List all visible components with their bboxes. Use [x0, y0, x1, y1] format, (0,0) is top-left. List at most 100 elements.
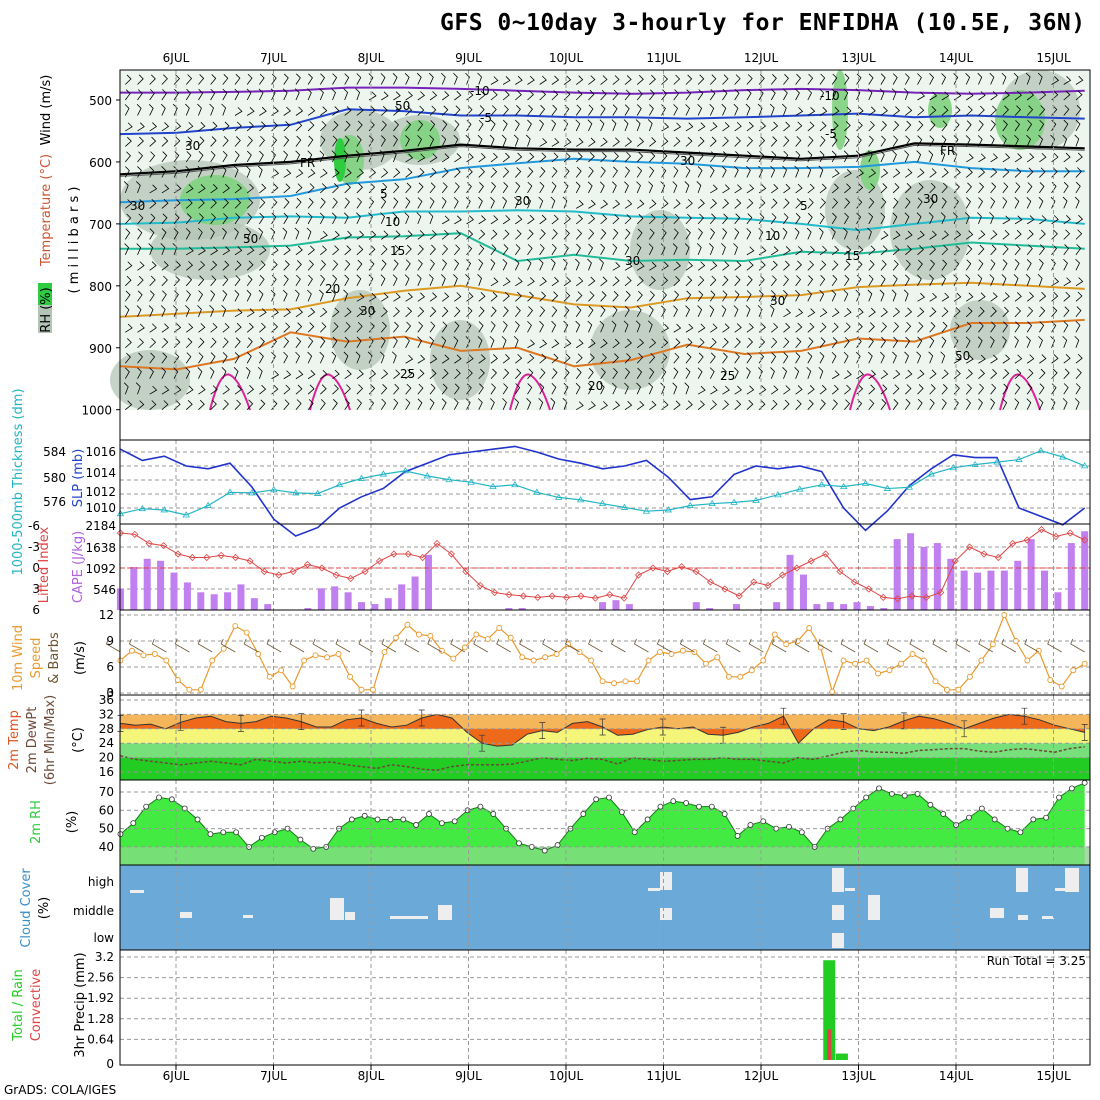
wind-barb — [880, 212, 886, 225]
wind-barb — [161, 198, 169, 209]
wind-barb — [1002, 215, 1011, 225]
temp-range-bar — [659, 718, 666, 736]
li-marker — [260, 567, 268, 576]
run-total-label: Run Total = 3.25 — [987, 954, 1086, 968]
wind-barb — [344, 274, 350, 287]
wind-barb — [892, 399, 899, 410]
wind-barb — [514, 383, 521, 395]
thickness-marker — [993, 458, 1001, 465]
wind-barb — [551, 75, 560, 85]
wind-barb — [758, 74, 765, 85]
wind-barb — [624, 400, 633, 411]
wind-barb — [990, 182, 997, 194]
wind-barb — [344, 384, 351, 395]
wind-barb — [880, 274, 886, 287]
wind-barb — [624, 290, 631, 302]
wind-barb — [880, 384, 888, 395]
cape-bar — [197, 592, 205, 610]
temp-band — [120, 700, 1090, 715]
wind-barb — [978, 197, 984, 209]
wind-barb — [185, 151, 192, 163]
wind-barb — [941, 168, 949, 178]
wind-barb — [892, 351, 897, 364]
x-tick-bottom: 8JUL — [358, 1069, 385, 1083]
wind-barb — [161, 151, 168, 163]
wind-barb — [1002, 398, 1008, 410]
x-tick-bottom: 13JUL — [841, 1069, 876, 1083]
cloud-cell — [648, 888, 660, 891]
wind-barb — [725, 638, 741, 653]
wind-barb — [661, 352, 668, 364]
wind-barb — [496, 638, 511, 653]
isotherm-label: -10 — [820, 89, 840, 103]
wind-barb — [283, 274, 289, 287]
wind-barb — [709, 367, 715, 379]
rh-marker — [1030, 816, 1037, 823]
wind-barb — [965, 120, 972, 132]
wind-barb — [819, 198, 826, 209]
wind-barb — [819, 183, 827, 194]
li-marker — [1081, 536, 1089, 544]
rh-shade — [150, 220, 270, 280]
wind-barb — [649, 276, 656, 287]
wind-barb — [380, 384, 388, 395]
wind-speed-marker — [301, 657, 308, 664]
wind-barb — [710, 385, 718, 395]
wind-barb — [234, 385, 242, 395]
wind-speed-marker — [886, 667, 893, 674]
cape-bar — [907, 533, 915, 610]
wind-barb — [539, 368, 546, 379]
wind-barb — [941, 274, 946, 287]
wind-barb — [1063, 383, 1069, 395]
wind-barb — [563, 382, 569, 395]
wind-barb — [490, 196, 495, 209]
wind-barb — [234, 150, 240, 163]
wind-barb — [600, 228, 607, 240]
wind-speed-marker — [542, 654, 549, 661]
wind-barb — [234, 260, 242, 271]
wind-barb — [454, 182, 460, 194]
wind-barb — [844, 274, 850, 287]
wind-barb — [795, 399, 802, 410]
wind-barb — [368, 230, 377, 240]
wind-barb — [502, 105, 509, 116]
cape-bar — [264, 604, 272, 610]
wind-barb — [588, 199, 596, 209]
wind-barb — [405, 321, 412, 333]
axis-label-temperature: Temperature (°C) — [39, 154, 54, 267]
li-marker — [649, 564, 657, 572]
wind-barb — [198, 213, 204, 225]
wind-barb — [490, 229, 498, 240]
rh-label: 30 — [515, 194, 530, 208]
wind-barb — [990, 259, 996, 271]
wind-barb — [417, 244, 424, 256]
wind-barb — [576, 339, 584, 349]
wind-barb — [542, 638, 557, 653]
wind-barb — [307, 245, 315, 256]
wind-barb — [600, 104, 606, 116]
wind-barb — [1050, 336, 1056, 348]
wind-barb — [1039, 368, 1046, 380]
wind-barb — [1062, 134, 1068, 147]
wind-barb — [198, 121, 206, 132]
wind-barb — [807, 337, 814, 349]
rh-marker — [387, 816, 394, 823]
wind-barb — [221, 305, 227, 317]
wind-barb — [210, 399, 217, 410]
wind-barb — [441, 354, 450, 364]
wind-barb — [600, 243, 606, 256]
wind-barb — [978, 167, 986, 178]
axis-label-pressure: ( m i l l i b a r s ) — [67, 187, 82, 294]
wind-barb — [783, 352, 789, 364]
wind-barb — [429, 182, 436, 194]
wind-barb — [1075, 244, 1082, 256]
wind-barb — [990, 197, 996, 209]
li-marker — [922, 593, 930, 601]
wind-barb — [880, 336, 886, 348]
wind-barb — [855, 150, 861, 163]
wind-barb — [295, 183, 303, 194]
wind-barb — [428, 274, 434, 286]
wind-barb — [441, 306, 449, 318]
wind-barb — [831, 245, 840, 256]
wind-barb — [600, 89, 607, 101]
